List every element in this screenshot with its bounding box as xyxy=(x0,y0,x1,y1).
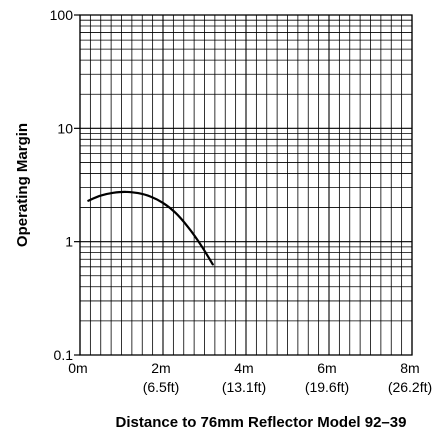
plot-frame xyxy=(79,14,413,356)
x-tick-sublabel: (13.1ft) xyxy=(222,379,266,395)
x-tick-sublabel: (26.2ft) xyxy=(388,379,432,395)
x-tick-labels: 0m 2m (6.5ft) 4m (13.1ft) 6m (19.6ft) 8m (26.2ft… xyxy=(68,360,432,395)
y-axis-title: Operating Margin xyxy=(14,123,31,247)
x-tick-label: 2m xyxy=(151,360,170,376)
y-tick-label: 100 xyxy=(50,7,74,23)
x-tick-sublabel: (6.5ft) xyxy=(143,379,180,395)
series-line xyxy=(87,190,214,266)
x-tick-label: 8m xyxy=(400,360,419,376)
x-axis-title: Distance to 76mm Reflector Model 92–39 xyxy=(116,414,407,431)
plot-border xyxy=(79,14,413,356)
x-tick-sublabel: (19.6ft) xyxy=(305,379,349,395)
series-layer xyxy=(87,190,214,266)
x-tick-label: 6m xyxy=(317,360,336,376)
y-tick-label: 10 xyxy=(57,120,73,136)
x-tick-label: 4m xyxy=(234,360,253,376)
y-tick-labels: 0.1 1 10 100 xyxy=(50,7,80,363)
grid-layer xyxy=(79,15,413,356)
y-tick-label: 0.1 xyxy=(54,347,74,363)
y-tick-label: 1 xyxy=(65,234,73,250)
x-tick-label: 0m xyxy=(68,360,87,376)
